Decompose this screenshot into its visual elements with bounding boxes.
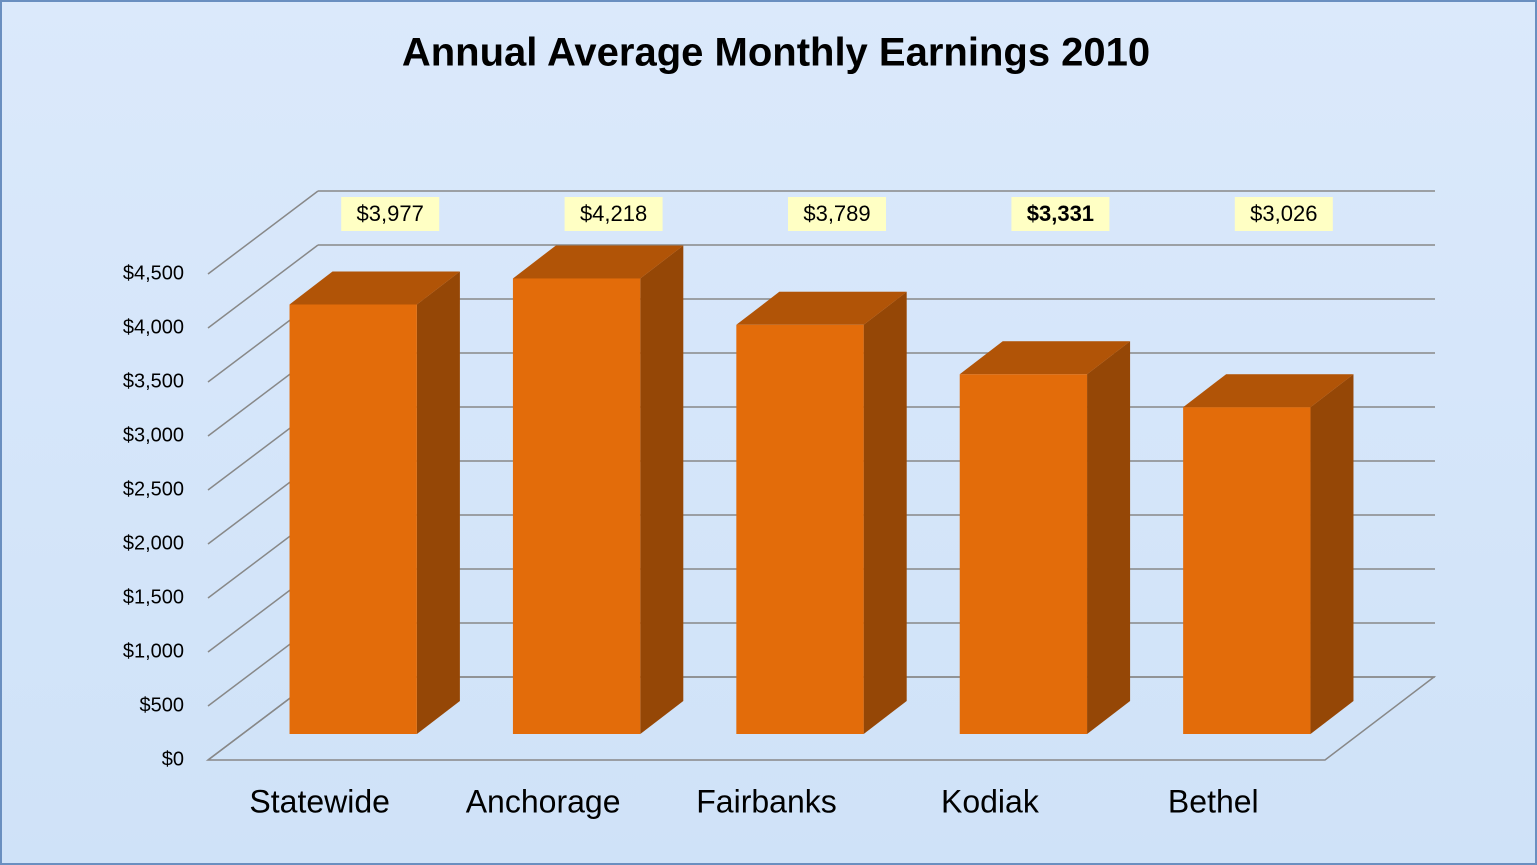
- y-tick-label: $2,500: [123, 478, 184, 500]
- grid-line-side: [207, 190, 319, 275]
- grid-line: [207, 190, 1435, 275]
- value-label: $4,218: [580, 201, 647, 226]
- bar-top: [959, 341, 1131, 375]
- x-tick-label: Bethel: [1168, 783, 1259, 819]
- x-tick-label: Anchorage: [466, 783, 621, 819]
- bar-side-shade: [416, 271, 460, 734]
- value-label: $3,789: [803, 201, 870, 226]
- bar: [1183, 374, 1354, 734]
- bar-side: [640, 245, 684, 734]
- bar-front: [289, 304, 417, 734]
- value-label-box: [564, 197, 663, 231]
- bar-side: [863, 291, 907, 734]
- y-tick-label: $1,500: [123, 586, 184, 608]
- bar-top: [512, 245, 684, 279]
- value-label-box: [788, 197, 886, 231]
- value-label: $3,026: [1250, 201, 1317, 226]
- bar-top-shade: [1183, 374, 1354, 408]
- bar-top: [1183, 374, 1354, 408]
- value-label: $3,977: [357, 201, 424, 226]
- grid-line: [207, 244, 1435, 329]
- value-label-box: [1234, 197, 1333, 231]
- bar-top: [289, 271, 460, 305]
- bar: [512, 245, 684, 734]
- bar-side: [416, 271, 460, 734]
- bar-side-shade: [1310, 374, 1354, 734]
- bar-side: [1087, 341, 1131, 734]
- bar: [959, 341, 1131, 734]
- y-tick-label: $1,000: [123, 640, 184, 662]
- bar-front: [512, 278, 641, 734]
- x-tick-label: Kodiak: [941, 783, 1040, 819]
- chart-title: Annual Average Monthly Earnings 2010: [402, 31, 1150, 75]
- bar: [736, 291, 907, 734]
- bar-top-shade: [289, 271, 460, 305]
- bar: [289, 271, 460, 734]
- grid-line-side: [207, 244, 319, 329]
- y-tick-label: $4,000: [123, 316, 184, 338]
- bar-front: [736, 324, 864, 734]
- x-tick-label: Fairbanks: [696, 783, 837, 819]
- value-label-box: [1011, 197, 1110, 231]
- y-tick-label: $3,000: [123, 424, 184, 446]
- y-tick-label: $0: [162, 748, 184, 770]
- bar-top-shade: [959, 341, 1131, 375]
- x-tick-label: Statewide: [249, 783, 390, 819]
- y-tick-label: $4,500: [123, 262, 184, 284]
- value-label: $3,331: [1027, 201, 1094, 226]
- bar-front: [959, 374, 1088, 734]
- bar-top-shade: [736, 291, 907, 325]
- bar-side-shade: [640, 245, 684, 734]
- y-tick-label: $3,500: [123, 370, 184, 392]
- bar-side-shade: [1087, 341, 1131, 734]
- y-tick-label: $500: [140, 694, 185, 716]
- bar-front: [1183, 407, 1311, 734]
- bar-top-shade: [512, 245, 684, 279]
- bar-side-shade: [863, 291, 907, 734]
- bar-side: [1310, 374, 1354, 734]
- value-label-box: [341, 197, 440, 231]
- y-tick-label: $2,000: [123, 532, 184, 554]
- bar-top: [736, 291, 907, 325]
